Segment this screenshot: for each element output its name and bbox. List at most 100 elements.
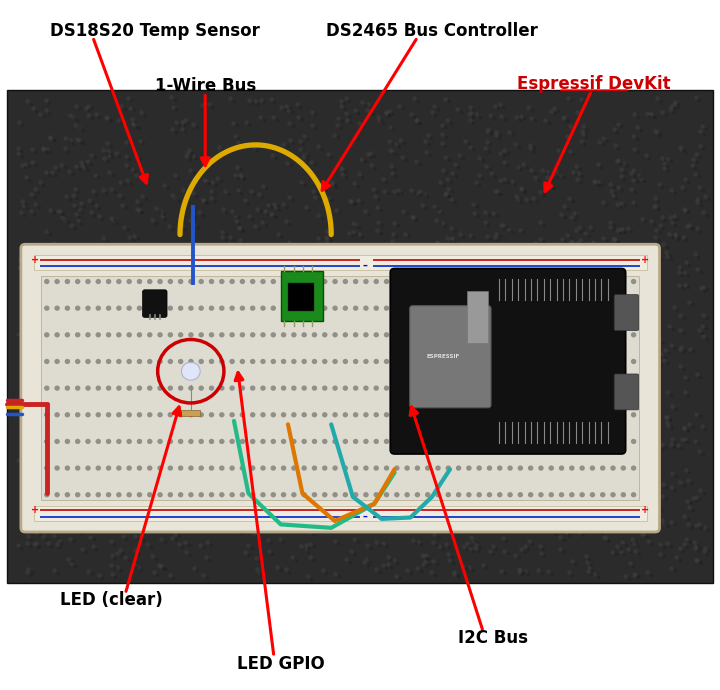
Point <box>701 284 713 295</box>
Point <box>489 378 500 389</box>
Point <box>103 149 114 160</box>
Circle shape <box>446 306 450 310</box>
Point <box>383 461 395 472</box>
Point <box>245 282 256 293</box>
Circle shape <box>292 333 296 337</box>
Point <box>382 274 394 285</box>
Point <box>233 212 245 223</box>
Point <box>692 540 703 551</box>
Point <box>136 494 148 505</box>
Point <box>441 167 452 178</box>
Circle shape <box>282 306 286 310</box>
Point <box>613 155 624 166</box>
Circle shape <box>518 359 523 364</box>
Point <box>574 513 585 524</box>
Point <box>340 167 351 178</box>
Point <box>534 262 546 273</box>
Circle shape <box>467 279 471 284</box>
Point <box>135 531 146 542</box>
Point <box>79 159 91 170</box>
Point <box>22 305 34 316</box>
Point <box>436 129 448 140</box>
Point <box>99 455 110 466</box>
Point <box>102 462 114 473</box>
Point <box>516 164 527 175</box>
Circle shape <box>282 466 286 470</box>
Point <box>134 135 145 146</box>
Point <box>302 150 314 161</box>
Circle shape <box>611 279 615 284</box>
Point <box>93 430 104 441</box>
Point <box>432 204 444 215</box>
Point <box>315 339 326 350</box>
Point <box>309 476 320 487</box>
Point <box>335 95 346 106</box>
Circle shape <box>292 359 296 364</box>
Point <box>413 360 425 371</box>
Point <box>410 253 421 264</box>
Circle shape <box>528 413 533 417</box>
Circle shape <box>384 440 389 444</box>
Point <box>104 391 116 402</box>
Point <box>400 333 411 344</box>
Point <box>682 519 693 530</box>
Point <box>455 336 467 347</box>
Point <box>545 519 557 530</box>
Point <box>141 438 153 449</box>
Circle shape <box>621 493 626 497</box>
Point <box>487 549 499 560</box>
Point <box>566 441 577 452</box>
Point <box>511 313 523 324</box>
Point <box>41 533 53 544</box>
Point <box>464 229 475 240</box>
Circle shape <box>405 493 409 497</box>
Point <box>284 135 295 146</box>
Point <box>257 180 269 191</box>
Point <box>125 383 136 394</box>
Point <box>687 222 698 233</box>
Point <box>603 278 615 289</box>
Point <box>321 475 333 486</box>
Point <box>237 317 248 328</box>
Point <box>467 329 479 340</box>
Point <box>68 459 80 470</box>
Point <box>426 567 437 578</box>
Circle shape <box>570 386 574 390</box>
Point <box>32 377 43 388</box>
Circle shape <box>600 386 605 390</box>
Point <box>34 311 45 322</box>
Circle shape <box>559 440 564 444</box>
Point <box>315 506 327 517</box>
Point <box>94 202 105 213</box>
Point <box>498 101 509 112</box>
Point <box>109 187 120 198</box>
Point <box>122 424 133 435</box>
Point <box>98 370 109 381</box>
Point <box>170 126 181 137</box>
Point <box>364 107 376 118</box>
Point <box>40 444 51 455</box>
Circle shape <box>117 413 121 417</box>
Point <box>455 106 467 117</box>
Point <box>65 395 76 406</box>
Point <box>593 525 604 536</box>
Point <box>548 435 559 446</box>
Point <box>470 539 482 550</box>
Point <box>550 165 562 176</box>
Text: +: + <box>31 255 39 264</box>
Circle shape <box>539 386 543 390</box>
Point <box>243 288 255 299</box>
Point <box>597 393 608 404</box>
Circle shape <box>230 413 234 417</box>
Point <box>585 331 597 342</box>
Circle shape <box>415 440 420 444</box>
Point <box>211 335 222 346</box>
Point <box>127 377 139 388</box>
Point <box>607 343 618 354</box>
Circle shape <box>446 413 450 417</box>
Point <box>242 540 253 551</box>
Point <box>608 289 620 300</box>
Point <box>134 511 145 522</box>
Point <box>454 523 466 534</box>
Point <box>449 235 461 246</box>
